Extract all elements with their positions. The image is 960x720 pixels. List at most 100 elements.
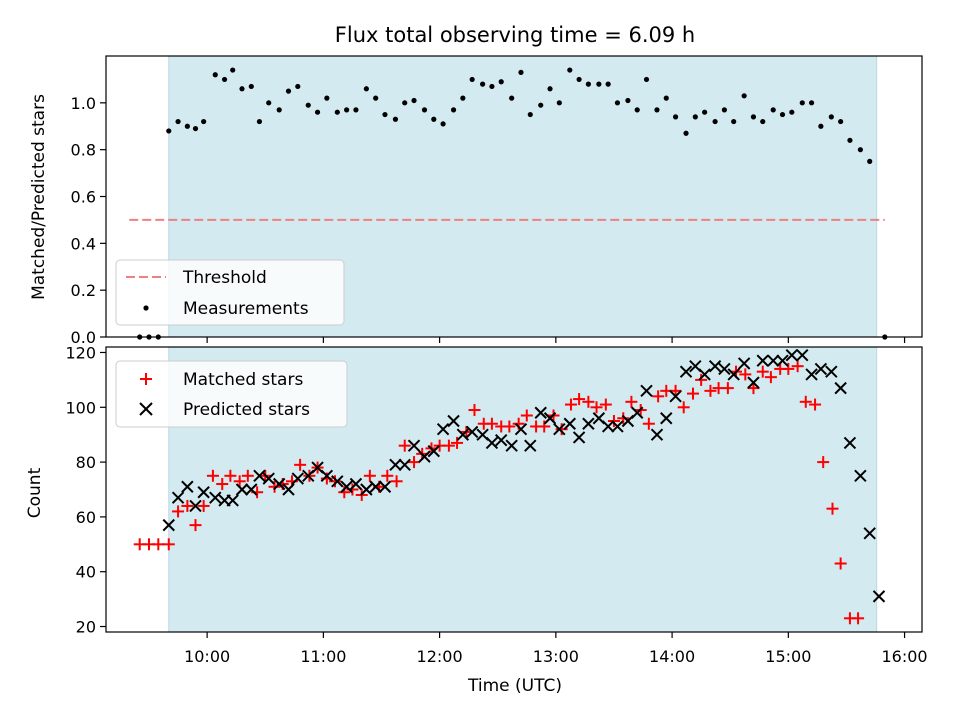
measurement-point <box>498 79 504 85</box>
matched-star-point <box>791 360 804 373</box>
top-y-axis-label: Matched/Predicted stars <box>29 94 49 300</box>
top-ytick-label: 0.4 <box>71 234 96 253</box>
measurement-point <box>789 109 795 115</box>
measurement-point <box>596 81 602 87</box>
top-ytick-label: 0.2 <box>71 281 96 300</box>
matched-star-point <box>590 401 603 414</box>
bottom-panel: 20 40 60 80 100 120 10:00 11:00 12:00 13:00 14:00… <box>25 343 928 696</box>
predicted-star-point <box>282 483 295 496</box>
top-legend: Threshold Measurements <box>115 259 345 326</box>
predicted-star-point <box>495 433 508 447</box>
predicted-star-point <box>262 472 275 485</box>
predicted-star-point <box>708 359 722 373</box>
measurement-point <box>712 118 718 125</box>
matched-star-point <box>197 499 210 512</box>
measurement-point <box>276 107 282 113</box>
predicted-star-point <box>331 475 344 488</box>
measurement-point <box>509 95 515 101</box>
measurement-point <box>808 100 815 106</box>
matched-star-point <box>756 365 769 378</box>
measurement-point <box>256 118 263 125</box>
matched-star-point <box>172 505 185 518</box>
measurement-point <box>295 83 301 90</box>
matched-star-point <box>206 469 219 482</box>
top-x-ticks <box>206 337 906 343</box>
measurement-point <box>440 121 446 127</box>
predicted-star-point <box>747 376 760 389</box>
predicted-star-point <box>245 483 258 496</box>
top-legend-box <box>115 259 345 326</box>
measurement-point <box>750 114 757 120</box>
predicted-star-point <box>698 368 711 381</box>
measurement-point <box>818 123 824 129</box>
predicted-star-point <box>640 384 653 398</box>
predicted-star-point <box>843 436 857 450</box>
top-ytick-label: 0.6 <box>71 188 96 207</box>
chart-title: Flux total observing time = 6.09 h <box>335 23 695 47</box>
matched-star-point <box>582 395 595 408</box>
legend-measurements-label: Measurements <box>183 299 309 319</box>
top-ytick-label: 1.0 <box>71 94 96 113</box>
predicted-star-point <box>456 428 470 441</box>
measurement-point <box>184 123 190 129</box>
measurement-point <box>654 107 660 113</box>
measurement-point <box>175 118 181 125</box>
legend-matched-label: Matched stars <box>183 370 303 390</box>
measurement-point <box>556 100 562 106</box>
measurement-point <box>838 118 844 125</box>
measurement-point <box>431 116 437 122</box>
measurement-point <box>643 76 650 83</box>
bottom-ytick-label: 40 <box>76 563 96 582</box>
predicted-star-point <box>669 390 682 403</box>
matched-star-point <box>625 395 638 408</box>
predicted-star-point <box>534 406 547 419</box>
legend-threshold-label: Threshold <box>182 268 267 288</box>
bottom-xtick-label: 15:00 <box>765 647 811 666</box>
matched-star-point <box>677 401 690 414</box>
matched-star-point <box>747 382 760 395</box>
bottom-xtick-label: 10:00 <box>184 647 230 666</box>
matched-star-point <box>834 557 847 570</box>
predicted-star-point <box>553 423 566 436</box>
predicted-star-point <box>349 477 363 491</box>
bottom-xtick-label: 16:00 <box>882 647 928 666</box>
measurement-point <box>741 93 747 99</box>
bottom-ytick-label: 80 <box>76 453 96 472</box>
predicted-star-point <box>369 480 382 493</box>
measurement-point <box>314 109 321 115</box>
measurement-point <box>192 125 199 132</box>
predicted-star-point <box>563 417 577 430</box>
measurement-point <box>221 76 228 83</box>
measurement-point <box>305 102 311 108</box>
measurement-point <box>402 100 408 106</box>
measurement-point <box>702 109 708 115</box>
matched-star-point <box>809 398 822 411</box>
predicted-star-point <box>660 412 673 425</box>
predicted-star-point <box>447 414 460 428</box>
legend-measurements-swatch <box>143 305 149 311</box>
predicted-star-point <box>485 436 499 450</box>
measurement-point <box>266 100 272 106</box>
matched-star-point <box>607 414 620 427</box>
predicted-star-point <box>796 349 809 362</box>
legend-predicted-swatch <box>139 402 153 416</box>
predicted-star-point <box>226 494 239 507</box>
predicted-star-point <box>650 428 664 441</box>
measurement-point <box>353 107 359 113</box>
matched-star-point <box>408 456 421 469</box>
matched-star-point <box>503 420 516 433</box>
measurement-point <box>212 72 218 78</box>
matched-star-point <box>652 390 665 403</box>
matched-star-point <box>216 478 229 491</box>
predicted-star-point <box>825 365 838 378</box>
bottom-y-axis-label: Count <box>25 467 45 518</box>
top-ytick-label: 0.0 <box>71 328 96 347</box>
bottom-xtick-label: 12:00 <box>417 647 463 666</box>
predicted-star-point <box>272 477 286 491</box>
predicted-star-point <box>582 417 595 430</box>
measurement-point <box>585 81 591 87</box>
matched-star-point <box>687 387 700 400</box>
predicted-star-point <box>854 469 867 483</box>
measurement-point <box>692 114 698 120</box>
